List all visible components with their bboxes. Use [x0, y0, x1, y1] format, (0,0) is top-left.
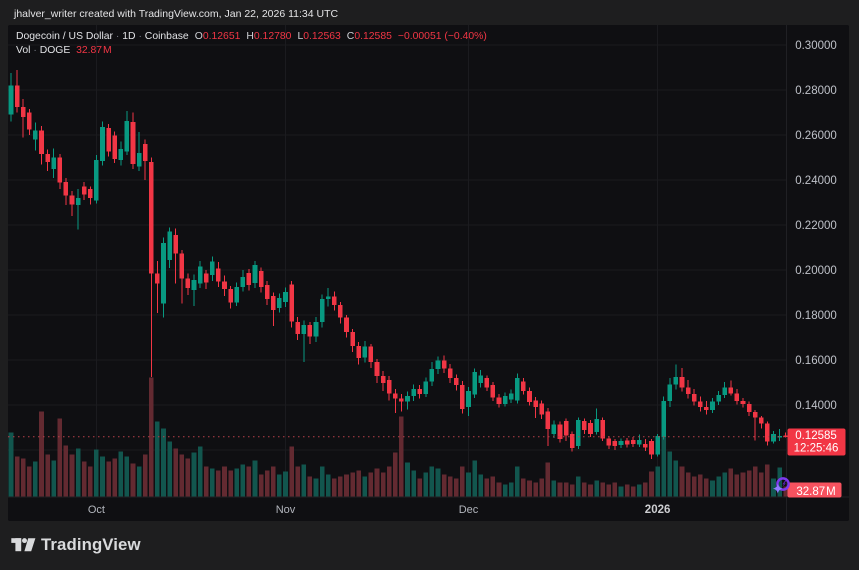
svg-text:0.20000: 0.20000 — [795, 265, 837, 277]
svg-text:0.26000: 0.26000 — [795, 130, 837, 142]
svg-text:12:25:46: 12:25:46 — [794, 443, 839, 455]
svg-text:Dec: Dec — [459, 504, 479, 516]
svg-text:32.87 M: 32.87 M — [796, 486, 835, 498]
svg-text:0.14000: 0.14000 — [795, 400, 837, 412]
svg-text:0.12585: 0.12585 — [795, 430, 837, 442]
svg-text:Oct: Oct — [88, 504, 105, 516]
svg-text:0.24000: 0.24000 — [795, 175, 837, 187]
svg-text:0.28000: 0.28000 — [795, 85, 837, 97]
svg-text:0.16000: 0.16000 — [795, 355, 837, 367]
svg-text:0.22000: 0.22000 — [795, 220, 837, 232]
svg-text:2026: 2026 — [645, 504, 671, 516]
svg-text:0.30000: 0.30000 — [795, 40, 837, 52]
svg-text:Nov: Nov — [276, 504, 296, 516]
svg-text:0.18000: 0.18000 — [795, 310, 837, 322]
